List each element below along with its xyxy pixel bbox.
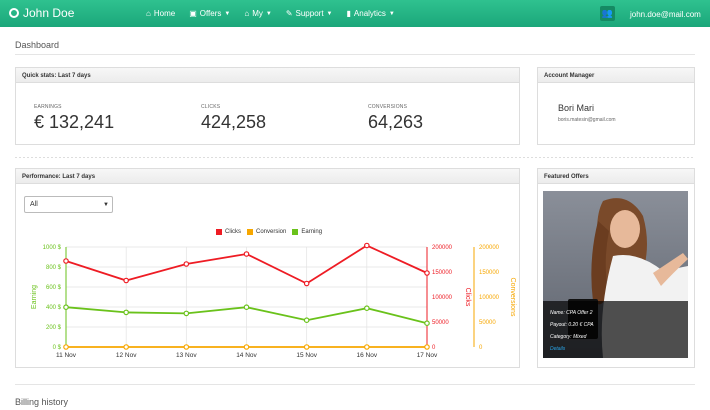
legend-swatch-earning (292, 229, 299, 235)
brand[interactable]: John Doe (9, 6, 74, 20)
offer-details-link[interactable]: Details (550, 346, 566, 352)
conversions-value: 64,263 (368, 112, 424, 132)
featured-offers-title: Featured Offers (538, 169, 694, 184)
offer-payout: Payout: 0.20 € CPA (550, 322, 594, 328)
nav-offers[interactable]: ▣ Offers ▼ (189, 9, 230, 18)
home-icon: ⌂ (146, 9, 151, 18)
performance-filter-select[interactable]: All ▼ (24, 196, 113, 213)
clicks-stat: CLICKS 424,258 (201, 104, 266, 133)
nav-my-label: My (252, 9, 263, 18)
legend-swatch-conversion (247, 229, 253, 235)
conversions-label: CONVERSIONS (368, 104, 408, 110)
earnings-label: EARNINGS (34, 104, 62, 110)
nav-support[interactable]: ✎ Support ▼ (286, 9, 333, 18)
user-email[interactable]: john.doe@mail.com (630, 10, 701, 19)
dotted-divider (15, 157, 695, 158)
divider (15, 384, 695, 385)
account-manager-title: Account Manager (538, 68, 694, 83)
logo-circle-icon (9, 8, 19, 18)
featured-offer-overlay: Name: CPA Offer 2 Payout: 0.20 € CPA Cat… (543, 301, 688, 358)
page-title: Dashboard (15, 40, 60, 50)
home-icon: ⌂ (244, 9, 250, 18)
offer-category: Category: Mixed (550, 334, 587, 340)
legend-conversion[interactable]: Conversion (247, 229, 286, 235)
divider (15, 54, 695, 55)
nav-home[interactable]: ⌂ Home (146, 9, 175, 18)
nav-my[interactable]: ⌂ My ▼ (244, 9, 271, 18)
nav-home-label: Home (153, 9, 176, 18)
account-manager-panel: Account Manager Bori Mari boris.matesin@… (537, 67, 695, 145)
user-menu-button[interactable]: 👥 (600, 6, 615, 21)
legend-label-earning: Earning (301, 229, 323, 235)
chevron-down-icon: ▼ (265, 10, 272, 17)
chevron-down-icon: ▼ (103, 202, 109, 208)
nav-support-label: Support (295, 9, 324, 18)
billing-history-title: Billing history (15, 397, 69, 407)
bar-chart-icon: ▮ (346, 9, 351, 18)
chart-legend: Clicks Conversion Earning (216, 229, 328, 235)
nav-analytics-label: Analytics (353, 9, 386, 18)
legend-swatch-clicks (216, 229, 222, 235)
users-icon: 👥 (601, 8, 614, 18)
nav-analytics[interactable]: ▮ Analytics ▼ (347, 9, 395, 18)
clicks-value: 424,258 (201, 112, 267, 132)
quick-stats-title: Quick stats: Last 7 days (16, 68, 519, 83)
earnings-value: € 132,241 (34, 112, 115, 132)
main-nav: ⌂ Home ▣ Offers ▼ ⌂ My ▼ ✎ Support ▼ ▮ A… (146, 0, 409, 27)
chevron-down-icon: ▼ (326, 10, 333, 17)
wrench-icon: ✎ (285, 9, 293, 18)
legend-label-clicks: Clicks (225, 229, 241, 235)
quick-stats-panel: Quick stats: Last 7 days EARNINGS € 132,… (15, 67, 520, 145)
account-manager-name: Bori Mari (558, 103, 595, 113)
lock-icon: ▣ (189, 9, 197, 18)
select-value: All (30, 201, 38, 208)
account-manager-email[interactable]: boris.matesin@gmail.com (558, 117, 616, 123)
legend-earning[interactable]: Earning (292, 229, 322, 235)
performance-title: Performance: Last 7 days (16, 169, 519, 184)
clicks-label: CLICKS (201, 104, 221, 110)
brand-name: John Doe (23, 6, 75, 20)
nav-offers-label: Offers (199, 9, 222, 18)
offer-name: Name: CPA Offer 2 (550, 310, 593, 316)
earnings-stat: EARNINGS € 132,241 (34, 104, 114, 133)
chevron-down-icon: ▼ (224, 10, 231, 17)
chevron-down-icon: ▼ (388, 10, 395, 17)
legend-label-conversion: Conversion (256, 229, 287, 235)
featured-offer-card[interactable]: Name: CPA Offer 2 Payout: 0.20 € CPA Cat… (543, 191, 688, 358)
top-navbar: John Doe ⌂ Home ▣ Offers ▼ ⌂ My ▼ ✎ Supp… (0, 0, 710, 27)
conversions-stat: CONVERSIONS 64,263 (368, 104, 423, 133)
legend-clicks[interactable]: Clicks (216, 229, 241, 235)
